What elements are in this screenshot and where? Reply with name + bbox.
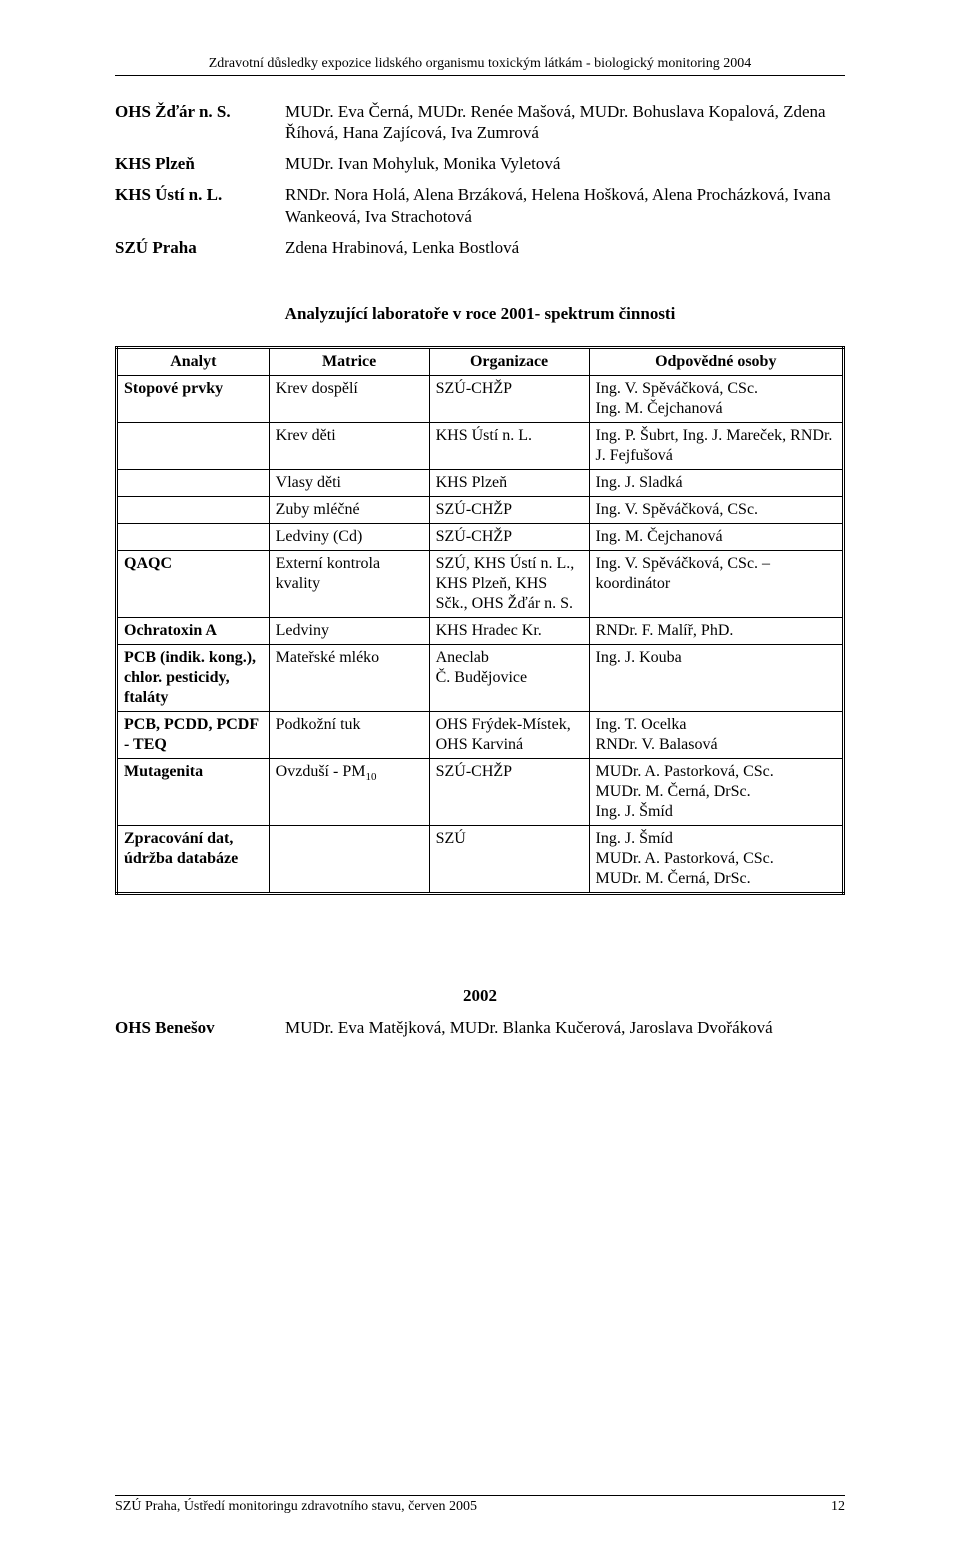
- cell-organizace: SZÚ-CHŽP: [429, 376, 589, 423]
- org-value: Zdena Hrabinová, Lenka Bostlová: [285, 237, 845, 268]
- cell-analyt: Stopové prvky: [117, 376, 270, 423]
- footer-org-row: OHS Benešov MUDr. Eva Matějková, MUDr. B…: [115, 1017, 845, 1038]
- table-row: Ledviny (Cd)SZÚ-CHŽPIng. M. Čejchanová: [117, 524, 844, 551]
- cell-analyt: [117, 497, 270, 524]
- cell-matrice: Krev děti: [269, 423, 429, 470]
- cell-organizace: OHS Frýdek-Místek,OHS Karviná: [429, 712, 589, 759]
- col-header: Organizace: [429, 348, 589, 376]
- cell-organizace: KHS Hradec Kr.: [429, 618, 589, 645]
- cell-analyt: [117, 423, 270, 470]
- cell-matrice: Mateřské mléko: [269, 645, 429, 712]
- cell-analyt: [117, 524, 270, 551]
- cell-osoby: RNDr. F. Malíř, PhD.: [589, 618, 843, 645]
- cell-organizace: AneclabČ. Budějovice: [429, 645, 589, 712]
- table-header-row: Analyt Matrice Organizace Odpovědné osob…: [117, 348, 844, 376]
- cell-matrice: Ledviny: [269, 618, 429, 645]
- table-row: MutagenitaOvzduší - PM10SZÚ-CHŽPMUDr. A.…: [117, 759, 844, 826]
- cell-matrice: Ovzduší - PM10: [269, 759, 429, 826]
- cell-organizace: SZÚ-CHŽP: [429, 759, 589, 826]
- cell-matrice: Externí kontrola kvality: [269, 551, 429, 618]
- cell-organizace: KHS Ústí n. L.: [429, 423, 589, 470]
- cell-osoby: Ing. V. Spěváčková, CSc. – koordinátor: [589, 551, 843, 618]
- cell-osoby: Ing. J. ŠmídMUDr. A. Pastorková, CSc.MUD…: [589, 826, 843, 894]
- cell-organizace: SZÚ: [429, 826, 589, 894]
- col-header: Odpovědné osoby: [589, 348, 843, 376]
- org-value: RNDr. Nora Holá, Alena Brzáková, Helena …: [285, 184, 845, 237]
- footer-rule: [115, 1495, 845, 1496]
- cell-matrice: Krev dospělí: [269, 376, 429, 423]
- cell-matrice: Zuby mléčné: [269, 497, 429, 524]
- org-label: OHS Žďár n. S.: [115, 101, 285, 154]
- cell-analyt: Mutagenita: [117, 759, 270, 826]
- cell-organizace: KHS Plzeň: [429, 470, 589, 497]
- cell-osoby: Ing. V. Spěváčková, CSc.: [589, 497, 843, 524]
- cell-osoby: Ing. P. Šubrt, Ing. J. Mareček, RNDr. J.…: [589, 423, 843, 470]
- org-list: OHS Žďár n. S. MUDr. Eva Černá, MUDr. Re…: [115, 101, 845, 269]
- cell-osoby: Ing. M. Čejchanová: [589, 524, 843, 551]
- page-header-title: Zdravotní důsledky expozice lidského org…: [115, 55, 845, 73]
- cell-analyt: [117, 470, 270, 497]
- table-row: PCB, PCDD, PCDF - TEQPodkožní tukOHS Frý…: [117, 712, 844, 759]
- cell-analyt: PCB (indik. kong.), chlor. pesticidy, ft…: [117, 645, 270, 712]
- header-rule: [115, 75, 845, 76]
- footer-org-value: MUDr. Eva Matějková, MUDr. Blanka Kučero…: [285, 1017, 845, 1038]
- table-row: QAQCExterní kontrola kvalitySZÚ, KHS Úst…: [117, 551, 844, 618]
- footer-left: SZÚ Praha, Ústředí monitoringu zdravotní…: [115, 1498, 477, 1516]
- cell-matrice: [269, 826, 429, 894]
- org-label: KHS Plzeň: [115, 153, 285, 184]
- footer-org-label: OHS Benešov: [115, 1017, 285, 1038]
- table-row: Zpracování dat, údržba databáze SZÚIng. J…: [117, 826, 844, 894]
- cell-organizace: SZÚ, KHS Ústí n. L., KHS Plzeň, KHS Sčk.…: [429, 551, 589, 618]
- cell-matrice: Podkožní tuk: [269, 712, 429, 759]
- cell-osoby: Ing. J. Kouba: [589, 645, 843, 712]
- footer-page-number: 12: [831, 1498, 845, 1516]
- cell-organizace: SZÚ-CHŽP: [429, 497, 589, 524]
- table-row: Krev dětiKHS Ústí n. L.Ing. P. Šubrt, In…: [117, 423, 844, 470]
- analyt-table: Analyt Matrice Organizace Odpovědné osob…: [115, 346, 845, 895]
- cell-organizace: SZÚ-CHŽP: [429, 524, 589, 551]
- cell-osoby: Ing. V. Spěváčková, CSc.Ing. M. Čejchano…: [589, 376, 843, 423]
- col-header: Analyt: [117, 348, 270, 376]
- table-row: PCB (indik. kong.), chlor. pesticidy, ft…: [117, 645, 844, 712]
- table-row: Stopové prvkyKrev dospělíSZÚ-CHŽPIng. V.…: [117, 376, 844, 423]
- col-header: Matrice: [269, 348, 429, 376]
- table-row: Ochratoxin ALedvinyKHS Hradec Kr.RNDr. F…: [117, 618, 844, 645]
- cell-osoby: Ing. T. OcelkaRNDr. V. Balasová: [589, 712, 843, 759]
- page: Zdravotní důsledky expozice lidského org…: [0, 0, 960, 1550]
- org-value: MUDr. Eva Černá, MUDr. Renée Mašová, MUD…: [285, 101, 845, 154]
- cell-matrice: Ledviny (Cd): [269, 524, 429, 551]
- org-label: KHS Ústí n. L.: [115, 184, 285, 237]
- cell-analyt: QAQC: [117, 551, 270, 618]
- org-value: MUDr. Ivan Mohyluk, Monika Vyletová: [285, 153, 845, 184]
- section-title: Analyzující laboratoře v roce 2001- spek…: [115, 303, 845, 324]
- cell-osoby: MUDr. A. Pastorková, CSc.MUDr. M. Černá,…: [589, 759, 843, 826]
- table-row: Zuby mléčnéSZÚ-CHŽPIng. V. Spěváčková, C…: [117, 497, 844, 524]
- cell-matrice: Vlasy děti: [269, 470, 429, 497]
- cell-osoby: Ing. J. Sladká: [589, 470, 843, 497]
- year-heading: 2002: [115, 985, 845, 1006]
- org-label: SZÚ Praha: [115, 237, 285, 268]
- cell-analyt: Ochratoxin A: [117, 618, 270, 645]
- table-row: Vlasy dětiKHS PlzeňIng. J. Sladká: [117, 470, 844, 497]
- page-footer: SZÚ Praha, Ústředí monitoringu zdravotní…: [115, 1495, 845, 1516]
- cell-analyt: PCB, PCDD, PCDF - TEQ: [117, 712, 270, 759]
- cell-analyt: Zpracování dat, údržba databáze: [117, 826, 270, 894]
